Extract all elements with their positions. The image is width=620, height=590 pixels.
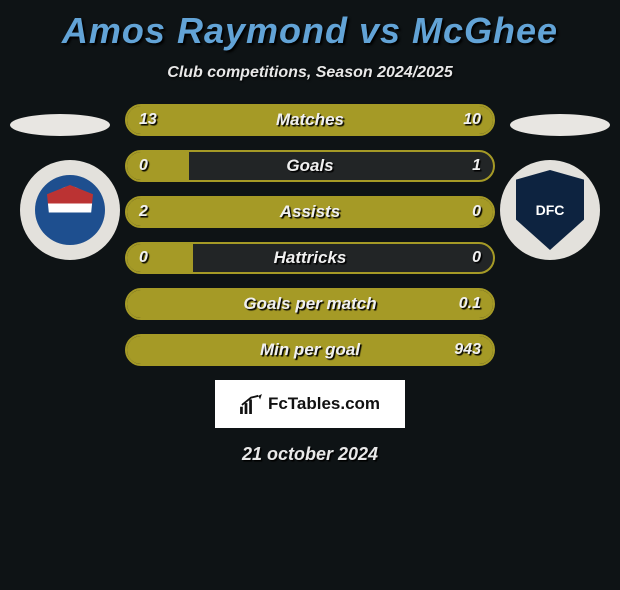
- bar-fill-right: [189, 152, 493, 180]
- bar-value-left: [127, 336, 151, 364]
- comparison-content: DFC 1310Matches01Goals20Assists00Hattric…: [0, 104, 620, 366]
- stat-bar: 1310Matches: [125, 104, 495, 136]
- bar-fill-left: [127, 198, 493, 226]
- subtitle: Club competitions, Season 2024/2025: [0, 64, 620, 82]
- bar-fill-right: [193, 244, 493, 272]
- bar-value-right: 1: [460, 152, 493, 180]
- page-title: Amos Raymond vs McGhee: [0, 10, 620, 52]
- left-team-crest: [20, 160, 120, 260]
- dundee-crest-text: DFC: [536, 202, 565, 218]
- bar-value-left: 2: [127, 198, 160, 226]
- bar-value-right: 0.1: [447, 290, 493, 318]
- left-player-ellipse: [10, 114, 110, 136]
- stat-bar: 01Goals: [125, 150, 495, 182]
- comparison-bars: 1310Matches01Goals20Assists00Hattricks0.…: [125, 104, 495, 366]
- right-player-ellipse: [510, 114, 610, 136]
- stat-bar: 00Hattricks: [125, 242, 495, 274]
- stat-bar: 943Min per goal: [125, 334, 495, 366]
- branding-box[interactable]: FcTables.com: [215, 380, 405, 428]
- bar-fill-right: [127, 290, 493, 318]
- right-team-crest: DFC: [500, 160, 600, 260]
- bar-value-left: 0: [127, 244, 160, 272]
- stat-bar: 20Assists: [125, 196, 495, 228]
- bar-fill-right: [127, 336, 493, 364]
- bar-value-right: 0: [460, 198, 493, 226]
- bar-value-left: [127, 290, 151, 318]
- bar-value-right: 0: [460, 244, 493, 272]
- branding-text: FcTables.com: [268, 394, 380, 414]
- st-johnstone-crest-graphic: [35, 175, 105, 245]
- bar-value-right: 10: [451, 106, 493, 134]
- date-text: 21 october 2024: [0, 444, 620, 465]
- bar-value-left: 13: [127, 106, 169, 134]
- dundee-fc-crest-graphic: DFC: [516, 170, 584, 250]
- bar-value-right: 943: [442, 336, 493, 364]
- bar-value-left: 0: [127, 152, 160, 180]
- fctables-logo-icon: [240, 394, 262, 414]
- stat-bar: 0.1Goals per match: [125, 288, 495, 320]
